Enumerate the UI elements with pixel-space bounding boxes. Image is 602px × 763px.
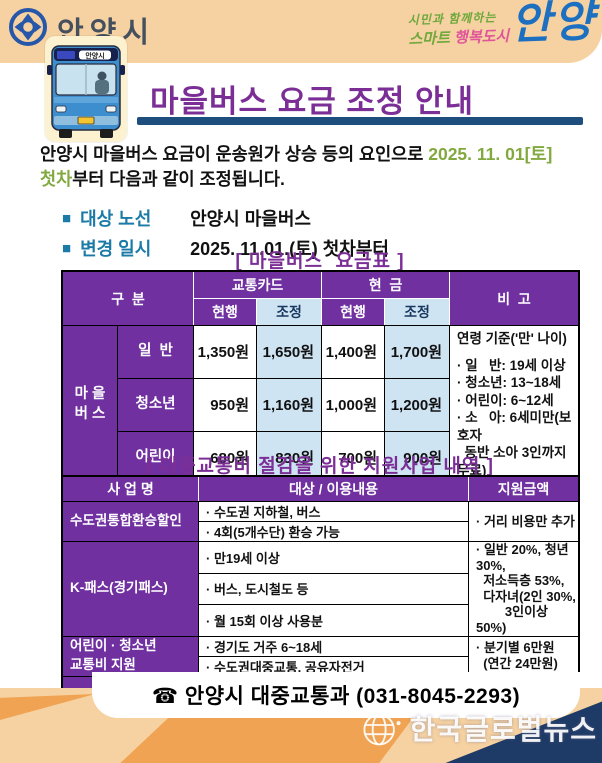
program-name-cell: 어린이 · 청소년 교통비 지원 <box>62 635 199 677</box>
support-row-kpass: K-패스(경기패스) · 만19세 이상 · 일반 20%, 청년 30%, 저… <box>62 541 579 637</box>
category-cell: 일 반 <box>116 325 195 379</box>
support-table-title: [ 대중교통비 절감을 위한 지원사업 내역 ] <box>145 456 494 477</box>
contact-phone-line: ☎ 안양시 대중교통과 (031-8045-2293) <box>151 685 521 708</box>
cash-adjusted-fare: 1,200원 <box>384 377 451 432</box>
bullet-target-route: ■ 대상 노선 안양시 마을버스 <box>62 203 389 233</box>
bullet-label: 변경 일시 <box>80 239 152 259</box>
note-body: · 일 반: 19세 이상 · 청소년: 13~18세 · 어린이: 6~12세… <box>457 357 572 478</box>
card-current-fare: 1,350원 <box>193 325 258 379</box>
anyang-emblem-icon <box>8 7 48 52</box>
fare-row-youth: 청소년 950원 1,160원 1,000원 1,200원 <box>63 377 579 432</box>
cash-current-fare: 700원 <box>321 430 386 485</box>
cash-current-fare: 1,000원 <box>321 377 386 432</box>
slogan-line2: 스마트 행복도시 <box>408 25 509 50</box>
support-row-child-youth: 어린이 · 청소년 교통비 지원 · 경기도 거주 6~18세 · 분기별 6만… <box>62 635 579 677</box>
intro-firstbus: 첫차 <box>40 169 73 190</box>
page-title: 마을버스 요금 조정 안내 <box>150 84 475 119</box>
cash-adjusted-fare: 1,700원 <box>384 325 451 379</box>
header-card: 교통카드 <box>193 271 323 299</box>
category-cell: 어린이 <box>116 430 195 485</box>
news-watermark: 한국글로벌뉴스 <box>357 700 597 755</box>
header-target-detail: 대상 / 이용내용 <box>198 476 469 502</box>
header-adjusted: 조정 <box>384 298 451 326</box>
intro-text: 안양시 마을버스 요금이 운송원가 상승 등의 요인으로 2025. 11. 0… <box>40 142 588 193</box>
fare-row-general: 마 을 버 스 일 반 1,350원 1,650원 1,400원 1,700원 … <box>62 324 580 485</box>
svg-text:안양시: 안양시 <box>85 51 104 60</box>
fare-table-title: [ 마을버스 요금표 ] <box>235 251 405 272</box>
slogan-happy: 행복도시 <box>449 27 510 47</box>
bus-icon: 안양시 <box>47 45 125 138</box>
bullet-value: 안양시 마을버스 <box>190 209 311 229</box>
intro-line2-text: 부터 다음과 같이 조정됩니다. <box>72 169 285 190</box>
program-name-cell: K-패스(경기패스) <box>62 541 199 637</box>
note-cell: 연령 기준('만' 나이) · 일 반: 19세 이상 · 청소년: 13~18… <box>449 324 580 485</box>
intro-line1-text: 안양시 마을버스 요금이 운송원가 상승 등의 요인으로 <box>40 144 429 164</box>
detail-cell: · 만19세 이상 <box>198 541 469 574</box>
program-name-cell: 수도권통합환승할인 <box>62 501 199 542</box>
cash-adjusted-fare: 900원 <box>384 430 451 485</box>
intro-date: 2025. 11. 01[토] <box>428 144 553 164</box>
slogan-text: 시민과 함께하는 스마트 행복도시 <box>408 8 510 49</box>
fare-row-child: 어린이 680원 830원 700원 900원 <box>63 430 579 485</box>
header-current: 현행 <box>193 298 258 326</box>
detail-cell: · 4회(5개수단) 환승 가능 <box>198 521 469 542</box>
header-program-name: 사 업 명 <box>62 476 199 502</box>
detail-cell: · 수도권대중교통, 공유자전거 <box>198 655 469 677</box>
amount-cell: · 거리 비용만 추가 <box>468 501 579 542</box>
detail-cell: · 경기도 거주 6~18세 <box>198 635 469 657</box>
cash-current-fare: 1,400원 <box>321 325 386 379</box>
bullet-value: 2025. 11.01.(토) 첫차부터 <box>190 239 389 259</box>
header-current: 현행 <box>321 298 386 326</box>
card-current-fare: 680원 <box>193 430 258 485</box>
city-brand-slogan: 시민과 함께하는 스마트 행복도시 안양 <box>408 0 597 51</box>
header-amount: 지원금액 <box>468 476 579 502</box>
group-cell-maeul-bus: 마 을 버 스 <box>62 324 118 485</box>
title-underline <box>137 117 583 125</box>
amount-cell: · 일반 20%, 청년 30%, 저소득층 53%, 다자녀(2인 30%, … <box>468 541 579 637</box>
slogan-smart: 스마트 <box>408 29 451 49</box>
detail-cell: · 버스, 도시철도 등 <box>198 572 469 606</box>
slogan-city-name: 안양 <box>510 0 597 49</box>
header-adjusted: 조정 <box>256 298 323 326</box>
card-adjusted-fare: 1,650원 <box>256 325 323 379</box>
amount-cell: · 분기별 6만원 (연간 24만원) <box>468 635 579 677</box>
globe-icon <box>357 700 405 755</box>
bullet-label: 대상 노선 <box>80 209 152 229</box>
card-adjusted-fare: 1,160원 <box>256 377 323 432</box>
card-adjusted-fare: 830원 <box>256 430 323 485</box>
intro-line1: 안양시 마을버스 요금이 운송원가 상승 등의 요인으로 2025. 11. 0… <box>40 142 588 167</box>
detail-cell: · 수도권 지하철, 버스 <box>198 501 469 522</box>
square-bullet-icon: ■ <box>62 209 72 227</box>
info-bullets: ■ 대상 노선 안양시 마을버스 ■ 변경 일시 2025. 11.01.(토)… <box>62 203 389 263</box>
contact-card: ☎ 안양시 대중교통과 (031-8045-2293) <box>92 672 580 718</box>
category-cell: 청소년 <box>116 377 195 432</box>
watermark-text: 한국글로벌뉴스 <box>409 713 597 745</box>
card-current-fare: 950원 <box>193 377 258 432</box>
orange-left-wedge-shape <box>0 694 95 720</box>
header-cash: 현 금 <box>321 271 451 299</box>
detail-cell: · 월 15회 이상 사용분 <box>198 604 469 637</box>
fare-table: 구 분 교통카드 현 금 비 고 현행 조정 현행 조정 마 을 버 스 일 반… <box>60 269 581 486</box>
support-row-transfer-discount: 수도권통합환승할인 · 수도권 지하철, 버스 · 거리 비용만 추가 <box>62 501 579 542</box>
note-title: 연령 기준('만' 나이) <box>457 331 567 346</box>
header-gubun: 구 분 <box>61 271 195 326</box>
bus-illustration: 안양시 <box>45 36 127 142</box>
header-note: 비 고 <box>449 271 580 326</box>
intro-line2: 첫차부터 다음과 같이 조정됩니다. <box>40 167 588 192</box>
square-bullet-icon: ■ <box>62 239 72 257</box>
bullet-change-date: ■ 변경 일시 2025. 11.01.(토) 첫차부터 <box>62 233 389 263</box>
